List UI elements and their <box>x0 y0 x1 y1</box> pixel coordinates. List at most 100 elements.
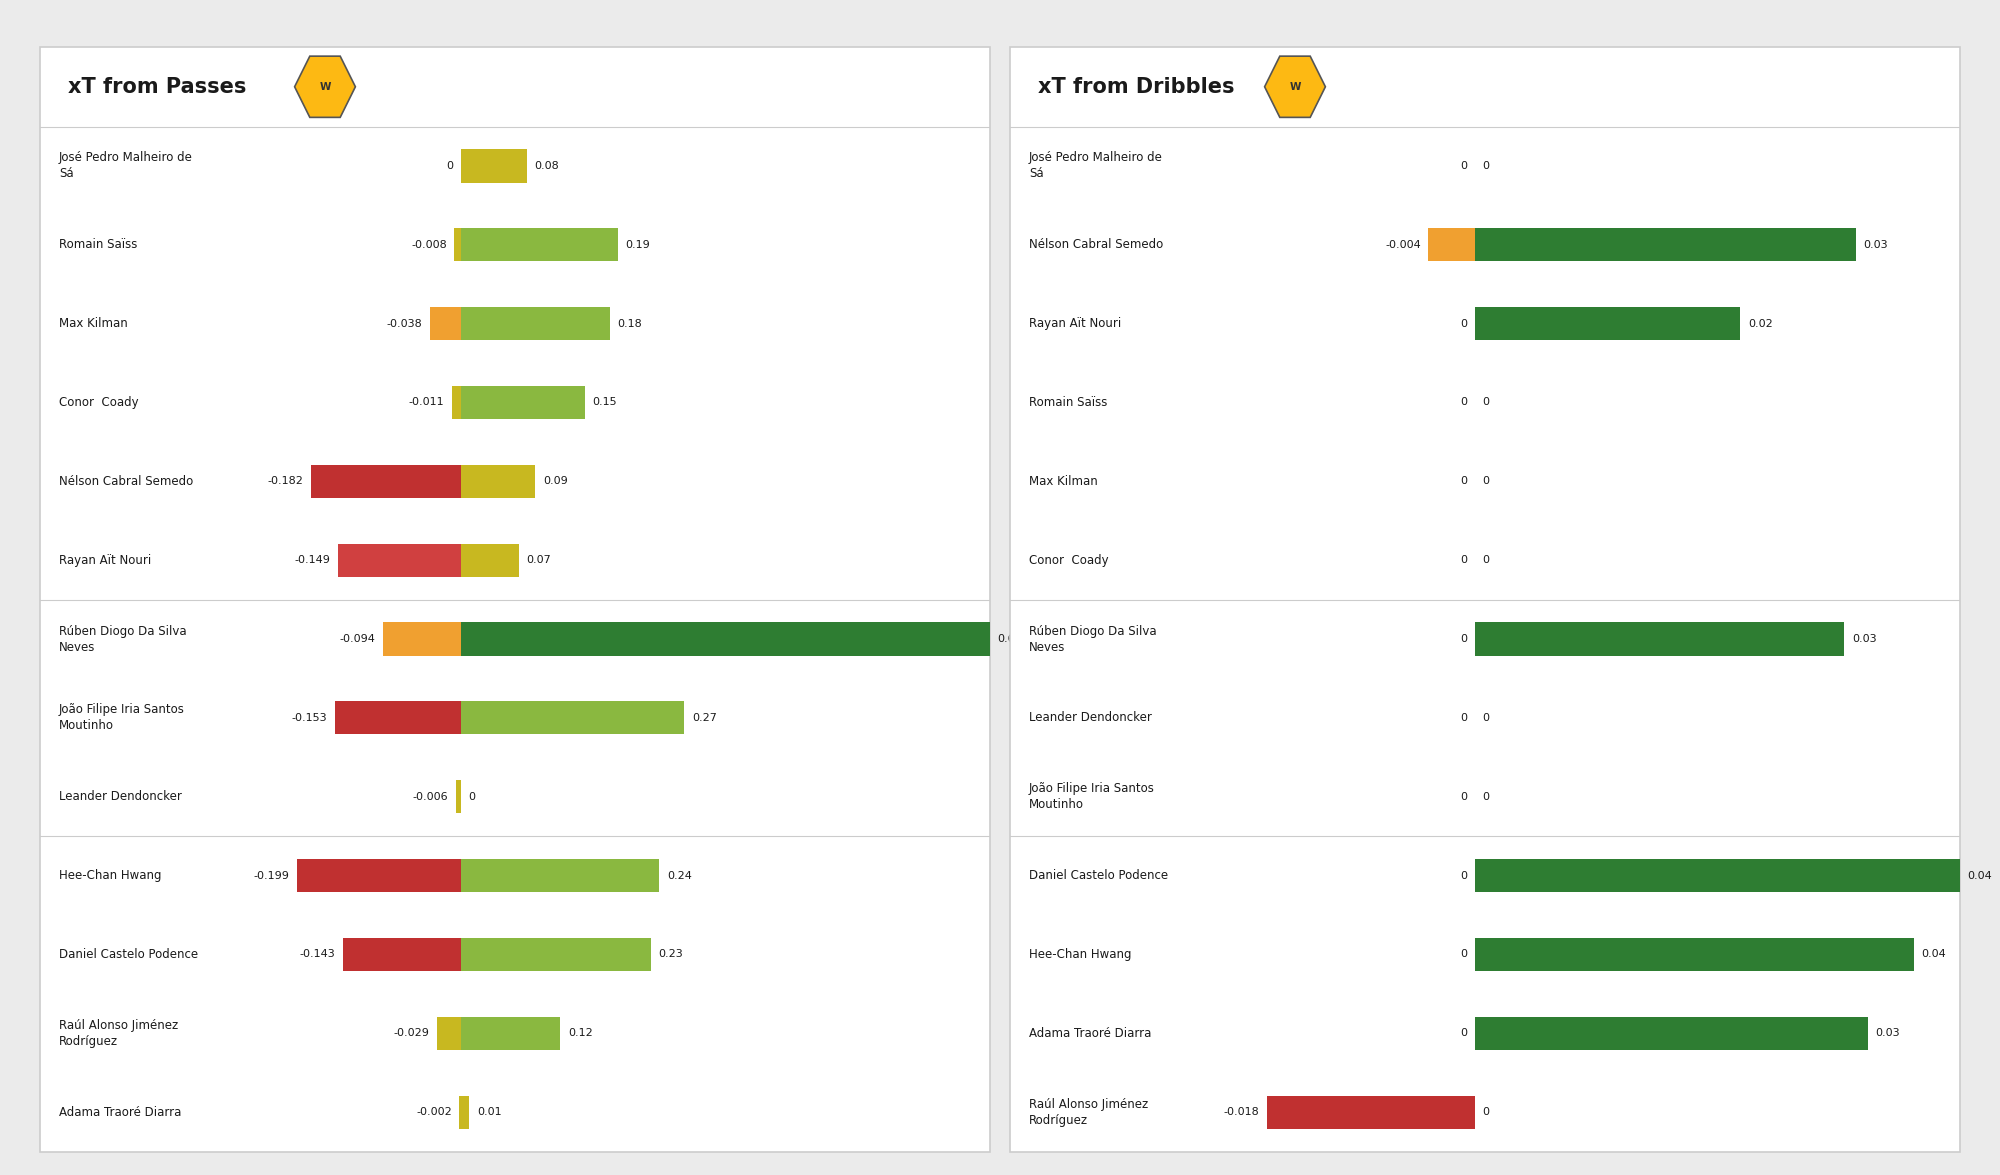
Bar <box>454 228 460 261</box>
Text: José Pedro Malheiro de
Sá: José Pedro Malheiro de Sá <box>60 152 192 181</box>
Text: 0.03: 0.03 <box>1876 1028 1900 1039</box>
Text: 0: 0 <box>1460 555 1466 565</box>
Bar <box>296 859 460 892</box>
Bar <box>310 465 460 498</box>
Bar <box>430 307 460 341</box>
Text: 0: 0 <box>1460 792 1466 801</box>
Text: 0: 0 <box>1482 792 1490 801</box>
Text: Rúben Diogo Da Silva
Neves: Rúben Diogo Da Silva Neves <box>60 624 186 653</box>
Bar <box>460 544 518 577</box>
Text: Leander Dendoncker: Leander Dendoncker <box>1028 711 1152 724</box>
Text: 0.02: 0.02 <box>1748 318 1772 329</box>
Text: -0.008: -0.008 <box>412 240 446 250</box>
Text: Romain Saïss: Romain Saïss <box>60 239 138 251</box>
Text: 0.23: 0.23 <box>658 949 684 960</box>
Text: -0.006: -0.006 <box>412 792 448 801</box>
Bar <box>334 701 460 734</box>
Text: 0: 0 <box>1460 949 1466 960</box>
Text: 0: 0 <box>446 161 454 170</box>
Bar <box>460 859 660 892</box>
Text: Rúben Diogo Da Silva
Neves: Rúben Diogo Da Silva Neves <box>1028 624 1156 653</box>
Text: 0: 0 <box>1482 555 1490 565</box>
Text: Rayan Aït Nouri: Rayan Aït Nouri <box>60 553 152 566</box>
Text: Adama Traoré Diarra: Adama Traoré Diarra <box>60 1106 182 1119</box>
Text: 0.27: 0.27 <box>692 713 716 723</box>
Text: 0: 0 <box>468 792 476 801</box>
Bar <box>1474 1016 1868 1049</box>
Bar <box>1474 859 1960 892</box>
Bar <box>1474 623 1844 656</box>
Text: 0.09: 0.09 <box>542 476 568 486</box>
Text: -0.182: -0.182 <box>268 476 302 486</box>
Text: -0.011: -0.011 <box>408 397 444 408</box>
Text: 0: 0 <box>1460 871 1466 880</box>
Bar <box>460 701 684 734</box>
Text: 0.04: 0.04 <box>1922 949 1946 960</box>
Text: xT from Dribbles: xT from Dribbles <box>1038 76 1236 96</box>
Text: 0: 0 <box>1482 397 1490 408</box>
Text: 0: 0 <box>1460 397 1466 408</box>
Text: 0: 0 <box>1460 713 1466 723</box>
Bar <box>456 780 460 813</box>
Bar <box>438 1016 460 1049</box>
Text: 0.24: 0.24 <box>666 871 692 880</box>
Bar <box>460 623 990 656</box>
Text: -0.094: -0.094 <box>340 634 376 644</box>
Text: -0.002: -0.002 <box>416 1107 452 1117</box>
Bar <box>1428 228 1474 261</box>
Bar <box>460 465 536 498</box>
Bar <box>460 149 528 182</box>
Bar <box>460 938 652 971</box>
Bar <box>460 1095 470 1129</box>
Bar <box>460 1016 560 1049</box>
Text: Nélson Cabral Semedo: Nélson Cabral Semedo <box>60 475 194 488</box>
Text: xT from Passes: xT from Passes <box>68 76 246 96</box>
Text: João Filipe Iria Santos
Moutinho: João Filipe Iria Santos Moutinho <box>60 704 184 732</box>
Bar <box>1474 228 1856 261</box>
Text: Adama Traoré Diarra: Adama Traoré Diarra <box>1028 1027 1152 1040</box>
Text: Romain Saïss: Romain Saïss <box>1028 396 1108 409</box>
Text: 0: 0 <box>1460 318 1466 329</box>
Text: 0.19: 0.19 <box>626 240 650 250</box>
Text: -0.143: -0.143 <box>300 949 336 960</box>
Text: Max Kilman: Max Kilman <box>60 317 128 330</box>
Text: W: W <box>320 82 330 92</box>
Bar <box>460 228 618 261</box>
Text: -0.029: -0.029 <box>394 1028 430 1039</box>
Text: Daniel Castelo Podence: Daniel Castelo Podence <box>60 948 198 961</box>
Text: 0.03: 0.03 <box>1864 240 1888 250</box>
Text: -0.149: -0.149 <box>294 555 330 565</box>
Text: Raúl Alonso Jiménez
Rodríguez: Raúl Alonso Jiménez Rodríguez <box>60 1019 178 1048</box>
Bar <box>1474 938 1914 971</box>
Text: Leander Dendoncker: Leander Dendoncker <box>60 791 182 804</box>
Text: José Pedro Malheiro de
Sá: José Pedro Malheiro de Sá <box>1028 152 1162 181</box>
Text: 0.08: 0.08 <box>534 161 560 170</box>
Text: 0.01: 0.01 <box>476 1107 502 1117</box>
Text: Hee-Chan Hwang: Hee-Chan Hwang <box>60 870 162 882</box>
Text: 0: 0 <box>1460 1028 1466 1039</box>
Text: 0: 0 <box>1482 161 1490 170</box>
Text: 0.64: 0.64 <box>998 634 1022 644</box>
Text: -0.018: -0.018 <box>1224 1107 1258 1117</box>
Text: 0.12: 0.12 <box>568 1028 592 1039</box>
Text: Daniel Castelo Podence: Daniel Castelo Podence <box>1028 870 1168 882</box>
Bar <box>338 544 460 577</box>
Bar <box>1266 1095 1474 1129</box>
Text: 0: 0 <box>1460 476 1466 486</box>
Text: 0: 0 <box>1482 1107 1490 1117</box>
Text: Conor  Coady: Conor Coady <box>1028 553 1108 566</box>
Text: 0: 0 <box>1482 476 1490 486</box>
Bar <box>460 307 610 341</box>
Text: 0.15: 0.15 <box>592 397 618 408</box>
Bar <box>342 938 460 971</box>
Text: 0: 0 <box>1460 161 1466 170</box>
Text: Rayan Aït Nouri: Rayan Aït Nouri <box>1028 317 1122 330</box>
Bar <box>1474 307 1740 341</box>
Text: -0.004: -0.004 <box>1384 240 1420 250</box>
Text: W: W <box>1290 82 1300 92</box>
Text: 0.18: 0.18 <box>618 318 642 329</box>
Text: 0: 0 <box>1482 713 1490 723</box>
Bar <box>384 623 460 656</box>
Text: Hee-Chan Hwang: Hee-Chan Hwang <box>1028 948 1132 961</box>
FancyBboxPatch shape <box>1010 47 1960 1152</box>
